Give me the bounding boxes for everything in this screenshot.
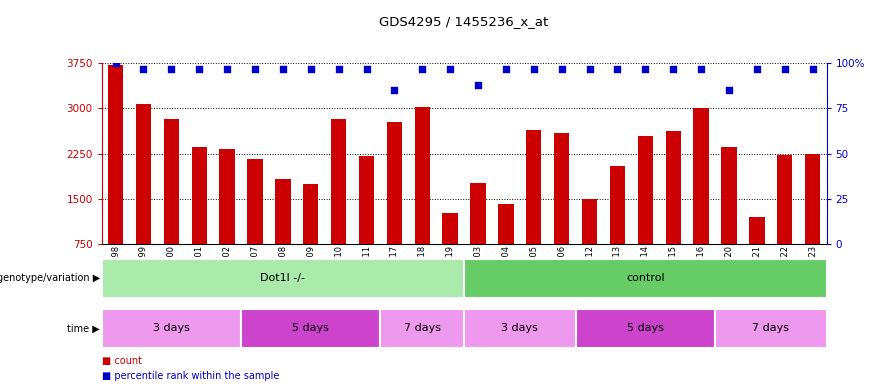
Bar	[219, 149, 235, 244]
Point	[610, 66, 624, 72]
Point	[583, 66, 597, 72]
Point	[750, 66, 764, 72]
Point	[471, 82, 485, 88]
Text: 3 days: 3 days	[501, 323, 538, 333]
Point	[387, 88, 401, 94]
Point	[109, 60, 123, 66]
Bar	[331, 119, 347, 244]
Bar	[136, 104, 151, 244]
Point	[248, 66, 262, 72]
Bar	[248, 159, 263, 244]
Text: 5 days: 5 days	[627, 323, 664, 333]
Point	[276, 66, 290, 72]
Point	[443, 66, 457, 72]
Point	[164, 66, 179, 72]
Text: ■ percentile rank within the sample: ■ percentile rank within the sample	[102, 371, 279, 381]
Bar	[102, 259, 464, 298]
Point	[304, 66, 318, 72]
Point	[415, 66, 430, 72]
Point	[694, 66, 708, 72]
Point	[360, 66, 374, 72]
Bar	[108, 65, 123, 244]
Point	[805, 66, 819, 72]
Bar	[380, 309, 464, 348]
Bar	[805, 154, 820, 244]
Bar	[749, 217, 765, 244]
Point	[499, 66, 513, 72]
Bar	[499, 204, 514, 244]
Text: 3 days: 3 days	[153, 323, 190, 333]
Bar	[464, 309, 575, 348]
Bar	[610, 166, 625, 244]
Bar	[582, 199, 598, 244]
Text: 7 days: 7 days	[404, 323, 441, 333]
Text: 5 days: 5 days	[293, 323, 329, 333]
Point	[554, 66, 568, 72]
Bar	[715, 309, 827, 348]
Text: Dot1l -/-: Dot1l -/-	[261, 273, 305, 283]
Text: GDS4295 / 1455236_x_at: GDS4295 / 1455236_x_at	[379, 15, 549, 28]
Bar	[275, 179, 291, 244]
Point	[192, 66, 206, 72]
Bar	[359, 156, 374, 244]
Bar	[443, 213, 458, 244]
Point	[722, 88, 736, 94]
Bar	[526, 130, 542, 244]
Bar	[164, 119, 179, 244]
Bar	[470, 183, 485, 244]
Text: 7 days: 7 days	[752, 323, 789, 333]
Bar	[554, 133, 569, 244]
Text: control: control	[626, 273, 665, 283]
Point	[638, 66, 652, 72]
Bar	[575, 309, 715, 348]
Text: genotype/variation ▶: genotype/variation ▶	[0, 273, 100, 283]
Bar	[464, 259, 827, 298]
Bar	[192, 147, 207, 244]
Point	[667, 66, 681, 72]
Bar	[777, 156, 792, 244]
Bar	[693, 108, 709, 244]
Point	[332, 66, 346, 72]
Point	[778, 66, 792, 72]
Bar	[386, 122, 402, 244]
Bar	[415, 107, 430, 244]
Point	[527, 66, 541, 72]
Bar	[637, 136, 653, 244]
Bar	[303, 184, 318, 244]
Bar	[102, 309, 241, 348]
Point	[220, 66, 234, 72]
Bar	[666, 131, 681, 244]
Point	[136, 66, 150, 72]
Bar	[241, 309, 380, 348]
Text: time ▶: time ▶	[67, 323, 100, 333]
Bar	[721, 147, 736, 244]
Text: ■ count: ■ count	[102, 356, 141, 366]
